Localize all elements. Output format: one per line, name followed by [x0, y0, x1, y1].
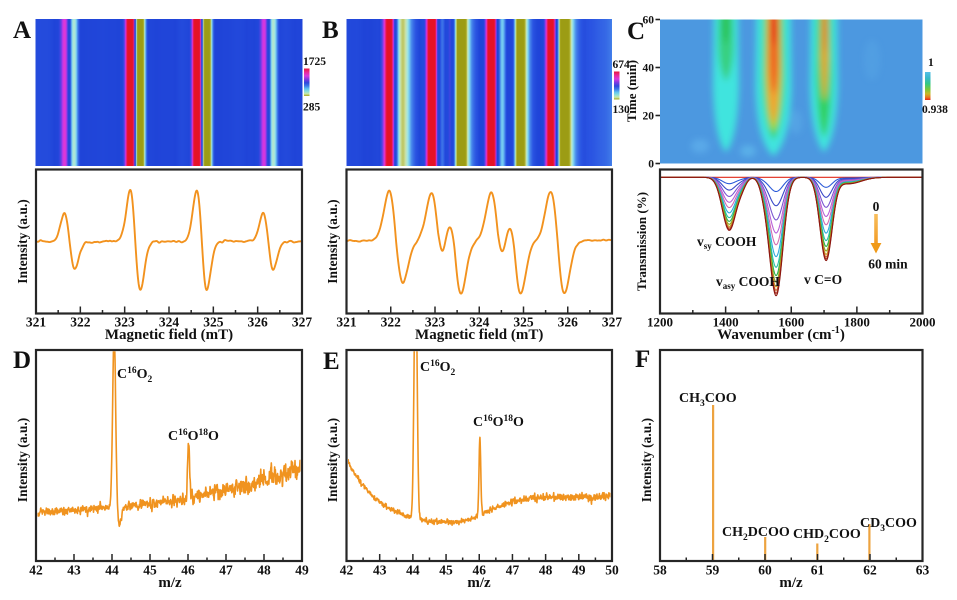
svg-text:60: 60: [643, 15, 655, 27]
svg-text:48: 48: [539, 563, 553, 578]
svg-text:48: 48: [257, 563, 271, 578]
svg-text:40: 40: [643, 63, 655, 75]
svg-text:Intensity (a.u.): Intensity (a.u.): [639, 418, 654, 502]
svg-text:m/z: m/z: [467, 575, 491, 591]
svg-text:Time (min): Time (min): [624, 60, 639, 122]
svg-text:20: 20: [643, 111, 655, 123]
svg-text:1200: 1200: [647, 315, 673, 330]
svg-text:m/z: m/z: [779, 575, 803, 591]
svg-text:327: 327: [602, 315, 623, 330]
svg-text:45: 45: [143, 563, 157, 578]
svg-text:46: 46: [473, 563, 487, 578]
svg-text:CH2DCOO: CH2DCOO: [722, 525, 790, 543]
svg-text:674: 674: [613, 59, 631, 71]
svg-text:46: 46: [181, 563, 195, 578]
svg-text:1: 1: [928, 57, 934, 69]
svg-text:322: 322: [381, 315, 402, 330]
svg-text:Intensity (a.u.): Intensity (a.u.): [15, 418, 30, 502]
svg-text:m/z: m/z: [158, 575, 182, 591]
svg-text:F: F: [635, 346, 650, 373]
svg-text:E: E: [323, 348, 340, 375]
svg-text:Magnetic field (mT): Magnetic field (mT): [415, 327, 543, 343]
svg-text:50: 50: [605, 563, 619, 578]
svg-text:CD3COO: CD3COO: [860, 516, 917, 534]
svg-text:322: 322: [70, 315, 91, 330]
svg-text:325: 325: [513, 315, 534, 330]
svg-text:325: 325: [203, 315, 224, 330]
svg-text:2000: 2000: [910, 315, 936, 330]
svg-text:Intensity (a.u.): Intensity (a.u.): [325, 199, 340, 283]
svg-text:324: 324: [159, 315, 180, 330]
svg-text:0: 0: [873, 199, 880, 214]
svg-text:D: D: [13, 347, 31, 374]
svg-text:58: 58: [653, 563, 667, 578]
svg-text:326: 326: [558, 315, 579, 330]
svg-text:C16O18O: C16O18O: [473, 414, 524, 430]
svg-text:47: 47: [219, 563, 233, 578]
svg-text:323: 323: [425, 315, 446, 330]
svg-text:43: 43: [373, 563, 387, 578]
svg-text:Transmission (%): Transmission (%): [634, 192, 649, 291]
svg-text:285: 285: [303, 102, 321, 114]
svg-text:62: 62: [863, 563, 877, 578]
svg-text:47: 47: [506, 563, 520, 578]
svg-text:1400: 1400: [713, 315, 739, 330]
svg-text:326: 326: [248, 315, 269, 330]
svg-text:324: 324: [469, 315, 490, 330]
svg-text:59: 59: [706, 563, 720, 578]
svg-text:49: 49: [572, 563, 586, 578]
svg-text:A: A: [13, 17, 31, 44]
svg-text:C16O2: C16O2: [117, 366, 153, 385]
svg-text:Magnetic field (mT): Magnetic field (mT): [105, 327, 233, 343]
svg-text:323: 323: [115, 315, 136, 330]
svg-text:Intensity (a.u.): Intensity (a.u.): [325, 418, 340, 502]
svg-text:v C=O: v C=O: [804, 272, 842, 287]
svg-text:vsy COOH: vsy COOH: [697, 234, 757, 251]
svg-text:CH3COO: CH3COO: [679, 391, 737, 409]
svg-text:0.938: 0.938: [922, 104, 948, 116]
svg-text:C16O18O: C16O18O: [168, 428, 219, 444]
svg-text:43: 43: [67, 563, 81, 578]
svg-text:60 min: 60 min: [868, 257, 908, 272]
svg-text:321: 321: [336, 315, 357, 330]
svg-text:63: 63: [916, 563, 930, 578]
svg-text:1600: 1600: [778, 315, 804, 330]
svg-text:44: 44: [105, 563, 119, 578]
svg-text:Wavenumber (cm-1): Wavenumber (cm-1): [717, 325, 845, 343]
svg-text:327: 327: [292, 315, 313, 330]
svg-text:42: 42: [340, 563, 354, 578]
svg-text:45: 45: [439, 563, 453, 578]
svg-text:C16O2: C16O2: [420, 359, 456, 378]
svg-text:B: B: [322, 17, 339, 44]
svg-text:Intensity (a.u.): Intensity (a.u.): [15, 199, 30, 283]
svg-text:C: C: [627, 18, 645, 45]
svg-text:1800: 1800: [844, 315, 870, 330]
svg-text:61: 61: [811, 563, 825, 578]
svg-text:60: 60: [758, 563, 772, 578]
svg-text:CHD2COO: CHD2COO: [793, 527, 861, 545]
svg-text:130: 130: [613, 104, 631, 116]
svg-text:42: 42: [29, 563, 43, 578]
svg-text:44: 44: [406, 563, 420, 578]
svg-text:0: 0: [648, 159, 654, 171]
svg-text:1725: 1725: [303, 56, 326, 68]
svg-text:49: 49: [295, 563, 309, 578]
svg-text:321: 321: [26, 315, 47, 330]
